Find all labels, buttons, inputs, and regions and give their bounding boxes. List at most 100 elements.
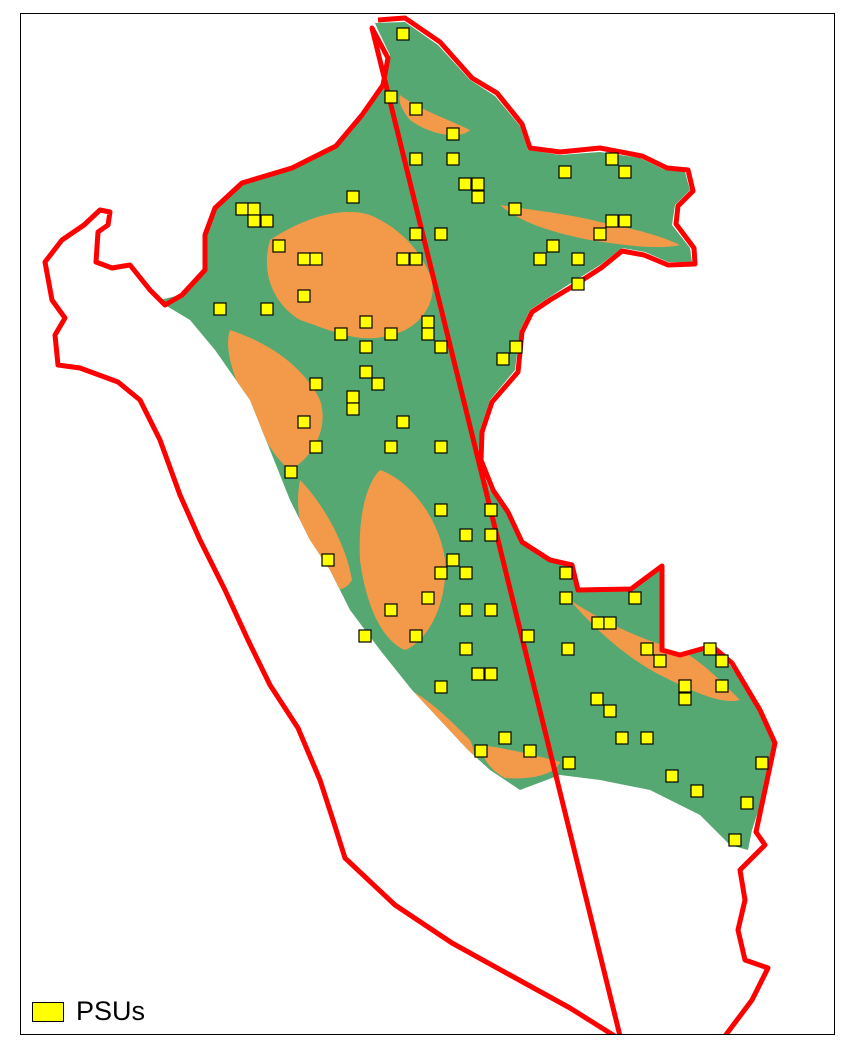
psu-marker [690, 784, 704, 798]
psu-marker [358, 629, 372, 643]
psu-marker [409, 152, 423, 166]
psu-marker [471, 190, 485, 204]
psu-marker [484, 528, 498, 542]
psu-marker [434, 503, 448, 517]
psu-marker [213, 302, 227, 316]
psu-marker [678, 679, 692, 693]
psu-marker [498, 731, 512, 745]
psu-marker [474, 744, 488, 758]
psu-marker [434, 680, 448, 694]
psu-marker [309, 440, 323, 454]
psu-marker [409, 227, 423, 241]
psu-marker [640, 731, 654, 745]
psu-marker [396, 27, 410, 41]
psu-marker [546, 239, 560, 253]
psu-marker [509, 340, 523, 354]
psu-marker [284, 465, 298, 479]
psu-marker [459, 566, 473, 580]
psu-marker [409, 252, 423, 266]
psu-marker [571, 277, 585, 291]
psu-marker [434, 566, 448, 580]
psu-marker [571, 252, 585, 266]
psu-marker [559, 566, 573, 580]
psu-marker [446, 127, 460, 141]
psu-marker [321, 553, 335, 567]
psu-marker [728, 833, 742, 847]
psu-marker [590, 692, 604, 706]
psu-marker [396, 415, 410, 429]
psu-marker [740, 796, 754, 810]
psu-marker [533, 252, 547, 266]
psu-marker [359, 340, 373, 354]
psu-marker [755, 756, 769, 770]
psu-marker [562, 756, 576, 770]
psu-marker [297, 289, 311, 303]
psu-marker [471, 667, 485, 681]
psu-marker [459, 528, 473, 542]
psu-marker [297, 252, 311, 266]
psu-marker [346, 190, 360, 204]
psu-marker [593, 227, 607, 241]
psu-marker [484, 603, 498, 617]
psu-marker [384, 327, 398, 341]
psu-marker [496, 352, 510, 366]
orange-patch [228, 330, 323, 470]
psu-marker [558, 165, 572, 179]
psu-marker [272, 239, 286, 253]
psu-marker [459, 603, 473, 617]
psu-marker [603, 616, 617, 630]
psu-marker [247, 202, 261, 216]
psu-marker [359, 365, 373, 379]
psu-marker [703, 642, 717, 656]
psu-marker [628, 591, 642, 605]
psu-marker [678, 692, 692, 706]
orange-patch [500, 205, 680, 248]
psu-marker [484, 667, 498, 681]
psu-legend-swatch-icon [32, 1001, 64, 1022]
psu-marker [235, 202, 249, 216]
psu-marker [434, 227, 448, 241]
psu-marker [409, 102, 423, 116]
psu-marker [421, 591, 435, 605]
psu-marker [653, 654, 667, 668]
psu-marker [484, 503, 498, 517]
psu-marker [297, 415, 311, 429]
psu-marker [605, 214, 619, 228]
psu-markers [213, 27, 769, 847]
psu-marker [309, 377, 323, 391]
psu-marker [446, 553, 460, 567]
psu-marker [603, 704, 617, 718]
psu-marker [715, 654, 729, 668]
orange-patch [399, 95, 470, 136]
psu-marker [371, 377, 385, 391]
psu-marker [446, 152, 460, 166]
psu-marker [260, 302, 274, 316]
psu-marker [618, 165, 632, 179]
psu-marker [561, 642, 575, 656]
psu-marker [309, 252, 323, 266]
psu-marker [521, 629, 535, 643]
psu-marker [384, 440, 398, 454]
psu-marker [434, 440, 448, 454]
psu-marker [665, 769, 679, 783]
psu-marker [247, 214, 261, 228]
psu-marker [434, 340, 448, 354]
psu-marker [715, 679, 729, 693]
psu-marker [346, 390, 360, 404]
psu-marker [334, 327, 348, 341]
orange-patch [266, 211, 433, 339]
psu-marker [421, 315, 435, 329]
psu-marker [384, 603, 398, 617]
psu-marker [458, 177, 472, 191]
psu-marker [605, 152, 619, 166]
psu-marker [421, 327, 435, 341]
land-mass [160, 22, 775, 850]
psu-marker [409, 629, 423, 643]
legend-label: PSUs [76, 996, 146, 1026]
psu-marker [591, 616, 605, 630]
psu-marker [260, 214, 274, 228]
psu-marker [459, 642, 473, 656]
orange-patch [480, 745, 560, 779]
psu-marker [346, 402, 360, 416]
